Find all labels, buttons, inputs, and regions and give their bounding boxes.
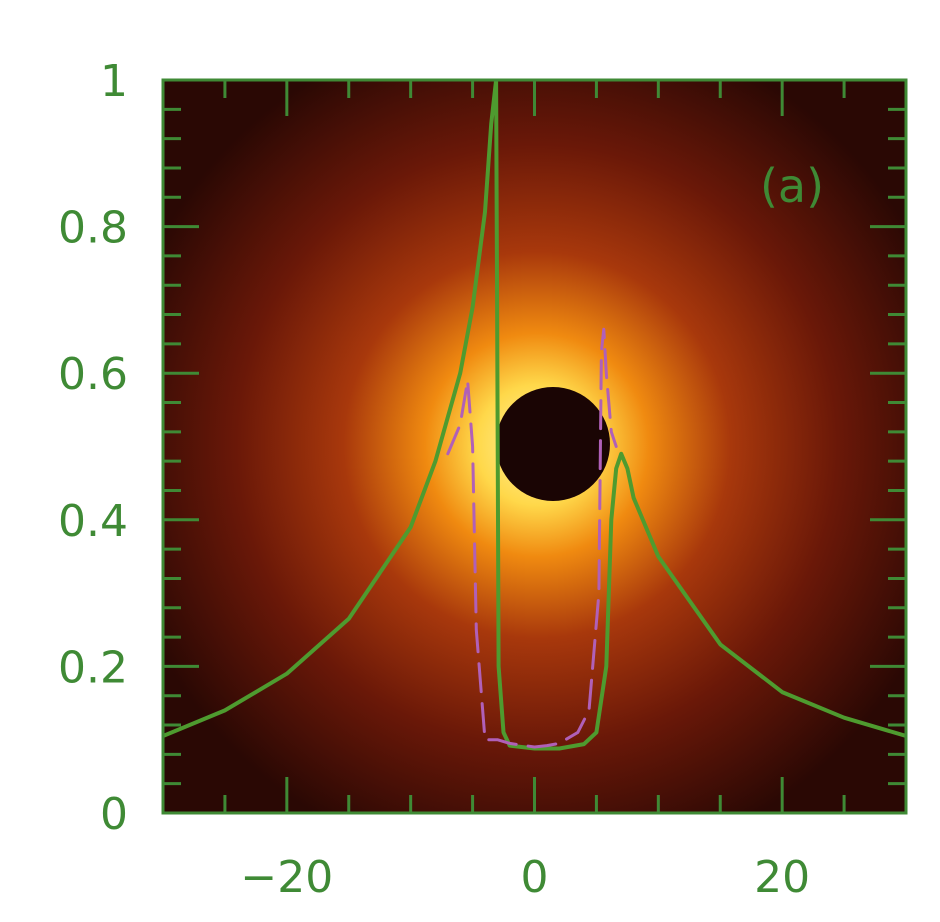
x-tick-label: 20 [754,852,810,903]
y-tick-label: 0.8 [58,203,128,254]
y-tick-label: 0.2 [58,642,128,693]
solid-series-line [163,80,906,751]
y-tick-label: 0 [100,789,128,840]
black-hole-shadow [496,387,610,501]
labels-layer: −20 0 20 0 0.2 0.4 0.6 0.8 1 [58,56,810,903]
dashed-series-line [446,327,618,749]
y-tick-label: 0.4 [58,496,128,547]
x-tick-label: 0 [521,852,549,903]
y-tick-label: 0.6 [58,349,128,400]
y-tick-label: 1 [100,56,128,107]
x-tick-label: −20 [240,852,333,903]
panel-label: (a) [760,159,824,213]
ticks-layer [163,80,906,813]
series-layer [163,80,906,751]
